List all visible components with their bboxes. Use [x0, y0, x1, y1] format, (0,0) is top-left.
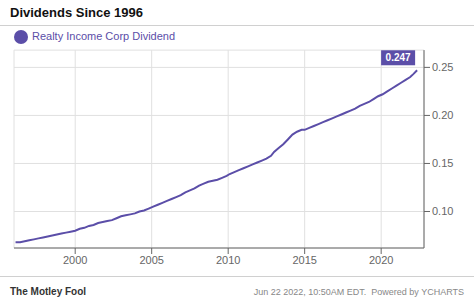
svg-text:0.15: 0.15 [432, 157, 453, 169]
html-text:Dividends Since 1996: Dividends Since 1996 [10, 5, 143, 20]
svg-text:2020: 2020 [369, 254, 393, 266]
svg-text:2010: 2010 [216, 254, 240, 266]
html-text:Realty Income Corp Dividend: Realty Income Corp Dividend [32, 30, 176, 42]
svg-text:2005: 2005 [139, 254, 163, 266]
svg-text:0.20: 0.20 [432, 109, 453, 121]
svg-text:0.10: 0.10 [432, 205, 453, 217]
svg-text:0.25: 0.25 [432, 61, 453, 73]
svg-text:2000: 2000 [63, 254, 87, 266]
html-text:The Motley Fool: The Motley Fool [10, 286, 87, 297]
html-text:Jun 22 2022, 10:50AM EDT. Powe: Jun 22 2022, 10:50AM EDT. Powered by YCH… [253, 286, 464, 297]
svg-text:0.247: 0.247 [386, 52, 411, 63]
svg-text:2015: 2015 [292, 254, 316, 266]
